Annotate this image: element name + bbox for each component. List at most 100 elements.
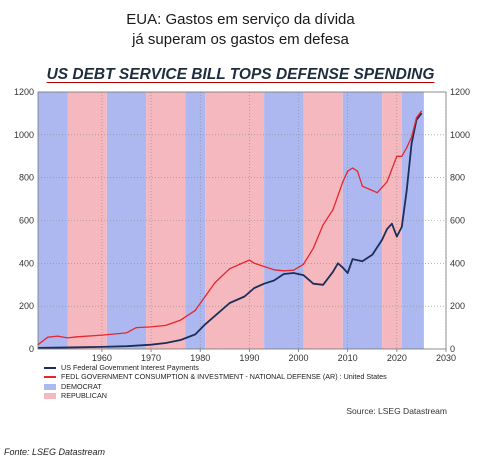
data-point-s0-8: [194, 333, 196, 336]
data-point-s0-3: [101, 346, 103, 348]
chart-title: US DEBT SERVICE BILL TOPS DEFENSE SPENDI…: [46, 66, 435, 83]
data-point-s1-39: [415, 117, 418, 119]
data-point-s1-23: [312, 247, 314, 249]
legend-item-republican: REPUBLICAN: [44, 391, 387, 400]
y-tick-label-right-3: 600: [450, 216, 465, 226]
data-point-s1-16: [248, 259, 250, 261]
data-point-s1-4: [76, 336, 78, 338]
y-tick-label-left-6: 1200: [14, 87, 34, 97]
data-point-s1-31: [371, 189, 373, 192]
data-point-s1-36: [401, 155, 403, 157]
data-point-s1-26: [342, 181, 344, 183]
data-point-s1-19: [273, 269, 275, 271]
data-point-s0-14: [263, 283, 265, 285]
data-point-s0-18: [302, 274, 305, 276]
plot-border: [37, 91, 447, 350]
data-point-s0-21: [332, 271, 334, 273]
data-point-s0-5: [150, 344, 152, 346]
y-tick-label-right-4: 800: [450, 173, 465, 183]
legend-label-republican: REPUBLICAN: [61, 391, 107, 401]
data-point-s1-6: [125, 332, 128, 334]
fonte-note: Fonte: LSEG Datastream: [4, 447, 106, 457]
data-point-s0-36: [420, 112, 423, 115]
data-point-s1-13: [214, 282, 216, 284]
y-tick-label-left-0: 0: [29, 344, 34, 354]
data-point-s0-1: [52, 347, 54, 349]
data-point-s0-33: [406, 189, 408, 192]
data-point-s0-20: [322, 284, 324, 286]
data-point-s0-23: [342, 267, 344, 269]
data-point-s1-38: [410, 136, 413, 138]
data-point-s0-28: [381, 239, 383, 241]
data-point-s0-31: [396, 235, 398, 238]
x-tick-label-1: 1970: [141, 353, 161, 363]
legend-item-democrat: DEMOCRAT: [44, 382, 387, 391]
data-point-s0-19: [312, 283, 314, 285]
y-tick-label-left-4: 800: [19, 173, 34, 183]
legend-label-interest: US Federal Government Interest Payments: [61, 363, 199, 372]
data-point-s1-15: [238, 263, 241, 266]
data-point-s1-5: [101, 334, 103, 336]
data-point-s0-4: [125, 345, 128, 347]
data-point-s1-25: [332, 209, 334, 211]
legend-swatch-democrat: [44, 383, 56, 390]
x-tick-label-5: 2010: [338, 353, 358, 363]
shaded-period-republican-1: [67, 92, 107, 349]
data-point-s1-1: [47, 336, 49, 338]
x-tick-label-7: 2030: [436, 353, 456, 363]
data-point-s1-40: [420, 110, 423, 112]
y-tick-label-right-1: 200: [450, 301, 465, 311]
data-point-s1-17: [253, 262, 255, 264]
y-tick-label-left-5: 1000: [14, 130, 34, 140]
y-tick-label-right-0: 0: [450, 344, 455, 354]
y-tick-label-left-1: 200: [19, 301, 34, 311]
data-point-s1-22: [302, 263, 305, 266]
data-point-s1-35: [396, 155, 398, 157]
data-point-s0-9: [204, 323, 206, 325]
data-point-s0-25: [352, 258, 354, 260]
header-line-1: EUA: Gastos em serviço da dívida: [126, 11, 355, 28]
data-point-s1-29: [356, 170, 359, 172]
data-point-s1-10: [179, 319, 182, 321]
data-point-s0-24: [347, 272, 349, 274]
data-point-s1-28: [352, 167, 354, 169]
data-point-s1-18: [263, 265, 265, 268]
data-point-s0-15: [273, 279, 275, 282]
data-point-s0-7: [179, 339, 182, 341]
data-point-s1-27: [347, 170, 349, 172]
data-point-s1-32: [376, 192, 378, 194]
y-tick-label-left-3: 600: [19, 216, 34, 226]
y-tick-label-right-5: 1000: [450, 130, 470, 140]
legend-swatch-defense: [44, 376, 56, 379]
data-point-s0-22: [337, 262, 339, 264]
header: EUA: Gastos em serviço da dívida já supe…: [0, 10, 481, 50]
legend-label-democrat: DEMOCRAT: [61, 381, 102, 391]
data-point-s0-32: [401, 226, 403, 228]
y-tick-label-left-2: 400: [19, 258, 34, 268]
x-tick-label-6: 2020: [387, 353, 407, 363]
data-point-s0-29: [386, 228, 388, 230]
data-point-s0-13: [253, 287, 255, 289]
shaded-period-democrat-10: [401, 92, 424, 349]
x-tick-label-2: 1980: [190, 353, 210, 363]
data-point-s1-7: [135, 326, 137, 329]
x-tick-label-4: 2000: [289, 353, 309, 363]
data-point-s0-34: [410, 142, 413, 144]
data-point-s1-12: [204, 295, 206, 298]
y-tick-label-right-2: 400: [450, 258, 465, 268]
data-point-s1-3: [66, 337, 69, 339]
data-point-s1-9: [165, 324, 167, 327]
data-point-s0-11: [229, 302, 231, 304]
data-point-s1-11: [194, 309, 196, 312]
legend-label-defense: FEDL GOVERNMENT CONSUMPTION & INVESTMENT…: [61, 372, 387, 382]
data-point-s0-10: [214, 315, 216, 317]
data-point-s1-37: [406, 147, 408, 149]
data-point-s1-14: [229, 268, 231, 270]
data-point-s1-34: [391, 168, 393, 170]
data-point-s1-20: [283, 270, 285, 272]
shaded-period-republican-5: [205, 92, 265, 349]
data-point-s1-33: [386, 181, 388, 183]
data-point-s0-27: [371, 254, 373, 256]
legend-item-interest: US Federal Government Interest Payments: [44, 363, 387, 372]
